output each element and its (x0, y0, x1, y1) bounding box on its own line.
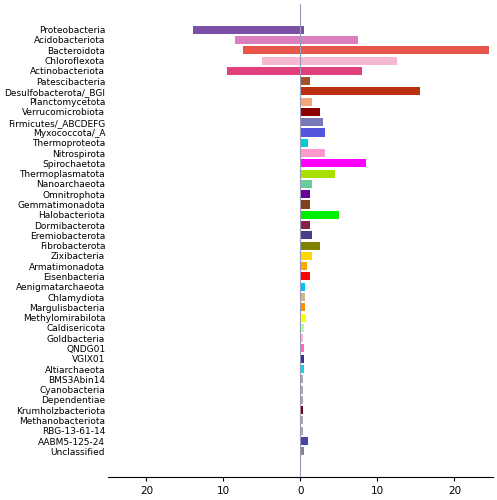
Bar (300, 262, 307, 270)
Bar (300, 426, 303, 435)
Bar (300, 149, 325, 157)
Bar (300, 416, 303, 424)
Bar (300, 334, 304, 342)
Bar (300, 36, 358, 44)
Bar (300, 98, 312, 106)
Bar (300, 200, 310, 208)
Bar (300, 46, 489, 54)
Bar (193, 26, 300, 34)
Bar (300, 108, 320, 116)
Bar (300, 221, 310, 229)
Bar (300, 324, 304, 332)
Bar (300, 448, 304, 456)
Bar (300, 406, 304, 414)
Bar (300, 88, 419, 96)
Bar (300, 56, 397, 64)
Bar (300, 242, 320, 250)
Bar (300, 139, 308, 147)
Bar (300, 26, 304, 34)
Bar (300, 190, 310, 198)
Bar (300, 170, 335, 177)
Bar (300, 304, 305, 312)
Bar (262, 56, 300, 64)
Bar (300, 67, 362, 75)
Bar (300, 365, 304, 373)
Bar (300, 77, 310, 85)
Bar (300, 396, 303, 404)
Bar (300, 128, 325, 136)
Bar (300, 180, 312, 188)
Bar (300, 252, 312, 260)
Bar (300, 118, 324, 126)
Bar (300, 354, 304, 363)
Bar (300, 160, 366, 168)
Bar (300, 314, 306, 322)
Bar (300, 386, 303, 394)
Bar (235, 36, 300, 44)
Bar (227, 67, 300, 75)
Bar (300, 283, 305, 291)
Bar (300, 293, 305, 301)
Bar (300, 232, 312, 239)
Bar (243, 46, 300, 54)
Bar (300, 211, 339, 219)
Bar (300, 437, 308, 445)
Bar (300, 376, 303, 384)
Bar (300, 344, 304, 352)
Bar (300, 272, 310, 280)
